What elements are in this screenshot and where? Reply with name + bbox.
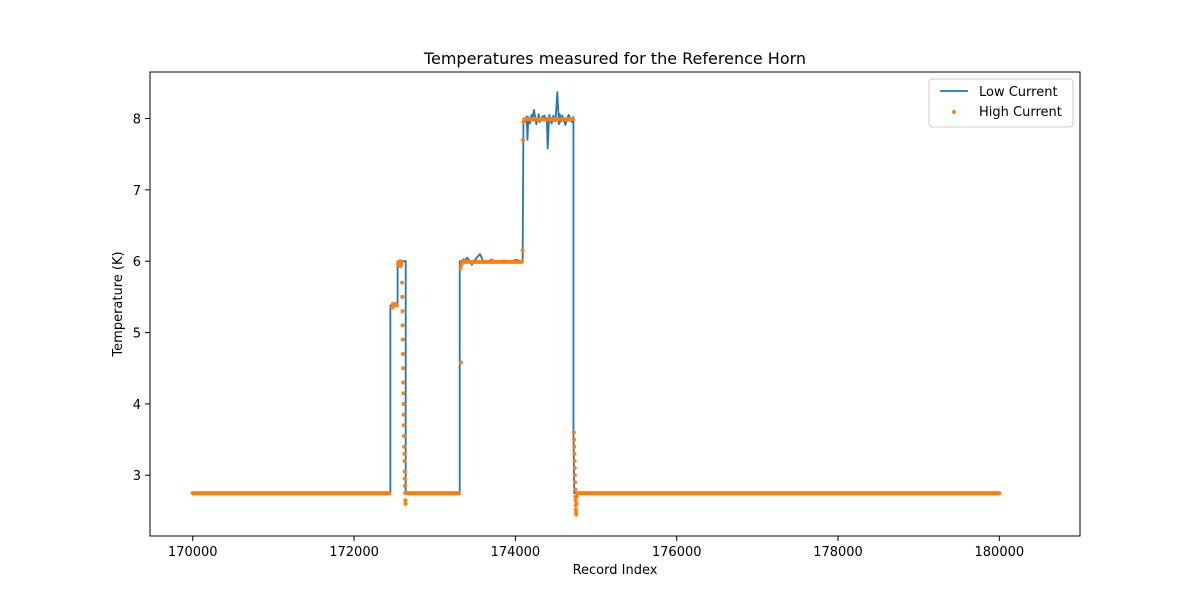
high-current-point xyxy=(572,451,577,456)
high-current-point xyxy=(401,380,406,385)
high-current-point xyxy=(401,412,406,417)
high-current-point xyxy=(520,248,525,253)
high-current-point xyxy=(573,498,578,503)
high-current-point xyxy=(573,480,578,485)
high-current-point xyxy=(521,137,526,142)
high-current-point xyxy=(458,360,463,365)
high-current-point xyxy=(401,366,406,371)
high-current-point xyxy=(401,423,406,428)
legend-swatch-high-current xyxy=(952,110,956,114)
high-current-point xyxy=(400,280,405,285)
high-current-point xyxy=(572,437,577,442)
high-current-point xyxy=(400,323,405,328)
high-current-point xyxy=(521,120,526,125)
high-current-point xyxy=(403,501,408,506)
high-current-point xyxy=(574,512,579,517)
high-current-point xyxy=(403,483,408,488)
high-current-point xyxy=(394,303,399,308)
high-current-point xyxy=(402,476,407,481)
series-high-current xyxy=(190,117,1002,517)
high-current-point xyxy=(573,487,578,492)
high-current-point xyxy=(401,401,406,406)
y-axis-ticks: 3 4 5 6 7 8 xyxy=(133,112,150,484)
legend: Low Current High Current xyxy=(928,78,1074,128)
legend-label-low-current: Low Current xyxy=(979,85,1058,100)
high-current-point xyxy=(572,466,577,471)
high-current-point xyxy=(572,444,577,449)
high-current-point xyxy=(402,451,407,456)
x-tick-label: 172000 xyxy=(329,545,379,560)
high-current-point xyxy=(571,430,576,435)
y-tick-label: 8 xyxy=(133,112,141,127)
high-current-point xyxy=(401,391,406,396)
legend-label-high-current: High Current xyxy=(979,105,1062,120)
high-current-point xyxy=(400,351,405,356)
high-current-point xyxy=(574,494,579,499)
x-tick-label: 178000 xyxy=(813,545,863,560)
y-tick-label: 6 xyxy=(133,255,141,270)
high-current-point xyxy=(458,266,463,271)
x-axis-label: Record Index xyxy=(573,563,658,578)
x-tick-label: 170000 xyxy=(168,545,218,560)
x-tick-label: 180000 xyxy=(975,545,1025,560)
high-current-point xyxy=(573,507,578,512)
high-current-point xyxy=(574,501,579,506)
high-current-point xyxy=(399,259,404,264)
high-current-point xyxy=(459,262,464,267)
high-current-point xyxy=(402,469,407,474)
x-tick-label: 176000 xyxy=(652,545,702,560)
high-current-point xyxy=(402,434,407,438)
y-tick-label: 3 xyxy=(133,469,141,484)
high-current-point xyxy=(572,473,577,478)
high-current-point xyxy=(400,294,405,299)
high-current-point xyxy=(400,337,405,342)
high-current-point xyxy=(402,458,407,463)
high-current-point xyxy=(403,498,408,503)
high-current-point xyxy=(572,458,577,463)
chart-title: Temperatures measured for the Reference … xyxy=(423,49,806,68)
y-axis-label: Temperature (K) xyxy=(111,251,126,357)
y-tick-label: 4 xyxy=(133,398,141,413)
x-tick-label: 174000 xyxy=(491,545,541,560)
high-current-point xyxy=(460,259,465,264)
high-current-point xyxy=(400,309,405,314)
y-tick-label: 5 xyxy=(133,327,141,342)
high-current-point xyxy=(403,491,408,496)
high-current-point xyxy=(402,444,407,449)
x-axis-ticks: 170000 172000 174000 176000 178000 180000 xyxy=(168,536,1024,560)
y-tick-label: 7 xyxy=(133,184,141,199)
plot-area xyxy=(190,91,1002,517)
axes-frame xyxy=(149,71,1081,537)
